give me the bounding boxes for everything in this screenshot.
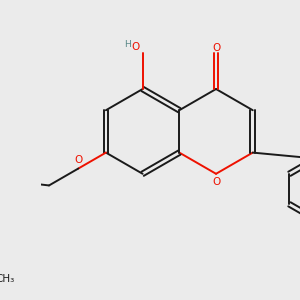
Text: O: O <box>131 42 140 52</box>
Text: O: O <box>74 155 83 165</box>
Text: CH₃: CH₃ <box>0 274 15 284</box>
Text: H: H <box>124 40 131 49</box>
Text: O: O <box>212 177 220 187</box>
Text: O: O <box>212 43 220 53</box>
